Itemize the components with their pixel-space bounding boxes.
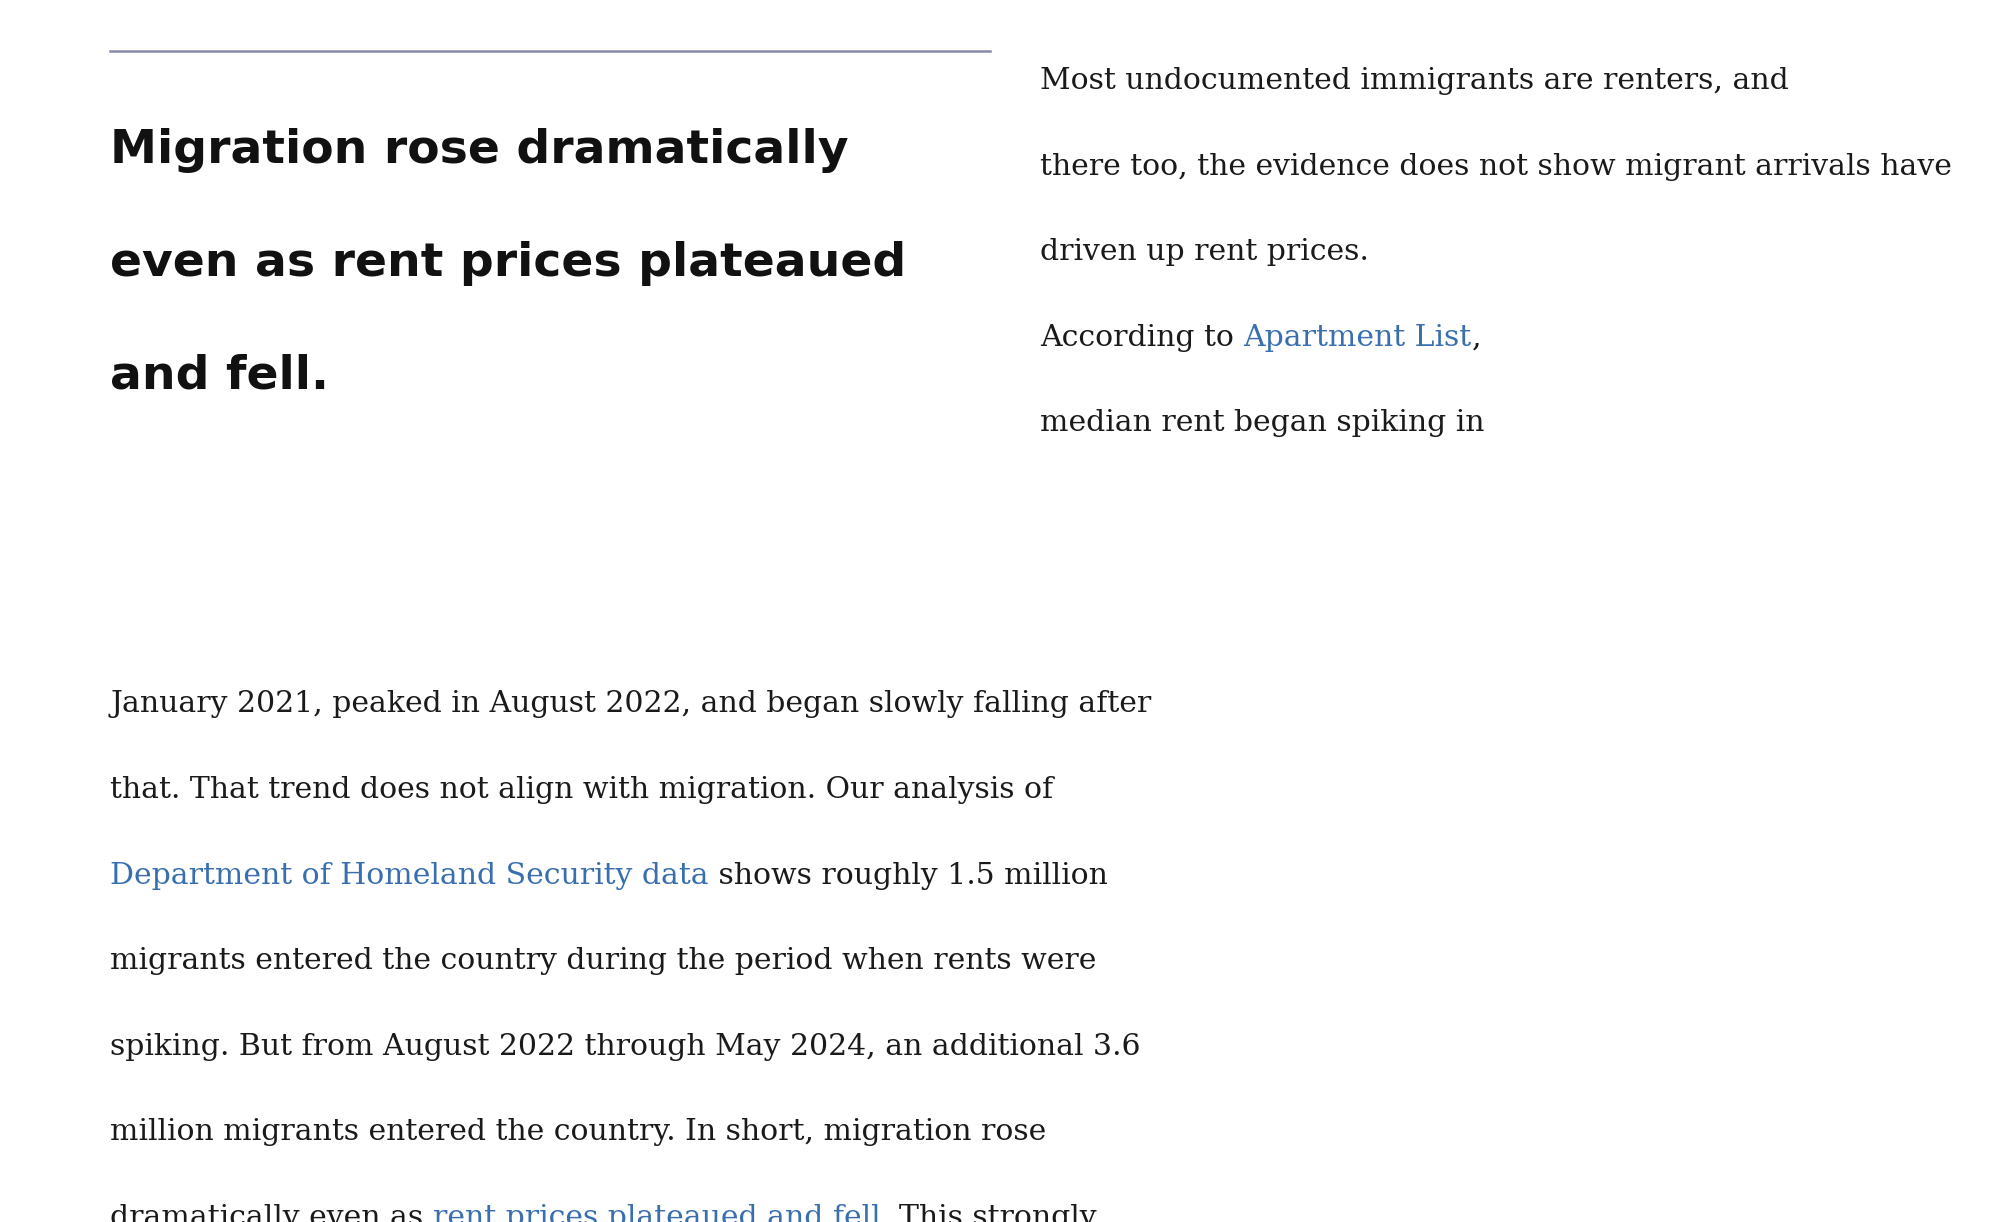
Text: Most undocumented immigrants are renters, and: Most undocumented immigrants are renters… [1040,67,1788,95]
Text: migrants entered the country during the period when rents were: migrants entered the country during the … [110,947,1096,975]
Text: Department of Homeland Security data: Department of Homeland Security data [110,862,708,890]
Text: ,: , [1472,324,1482,352]
Text: January 2021, peaked in August 2022, and began slowly falling after: January 2021, peaked in August 2022, and… [110,690,1152,719]
Text: Apartment List: Apartment List [1244,324,1472,352]
Text: million migrants entered the country. In short, migration rose: million migrants entered the country. In… [110,1118,1046,1146]
Text: dramatically even as: dramatically even as [110,1204,432,1222]
Text: driven up rent prices.: driven up rent prices. [1040,238,1368,266]
Text: even as rent prices plateaued: even as rent prices plateaued [110,241,906,286]
Text: rent prices plateaued and fell: rent prices plateaued and fell [432,1204,880,1222]
Text: shows roughly 1.5 million: shows roughly 1.5 million [708,862,1108,890]
Text: and fell.: and fell. [110,353,328,398]
Text: there too, the evidence does not show migrant arrivals have: there too, the evidence does not show mi… [1040,153,1952,181]
Text: Migration rose dramatically: Migration rose dramatically [110,128,848,174]
Text: median rent began spiking in: median rent began spiking in [1040,409,1484,437]
Text: that. That trend does not align with migration. Our analysis of: that. That trend does not align with mig… [110,776,1054,804]
Text: spiking. But from August 2022 through May 2024, an additional 3.6: spiking. But from August 2022 through Ma… [110,1033,1140,1061]
Text: According to: According to [1040,324,1244,352]
Text: . This strongly: . This strongly [880,1204,1096,1222]
